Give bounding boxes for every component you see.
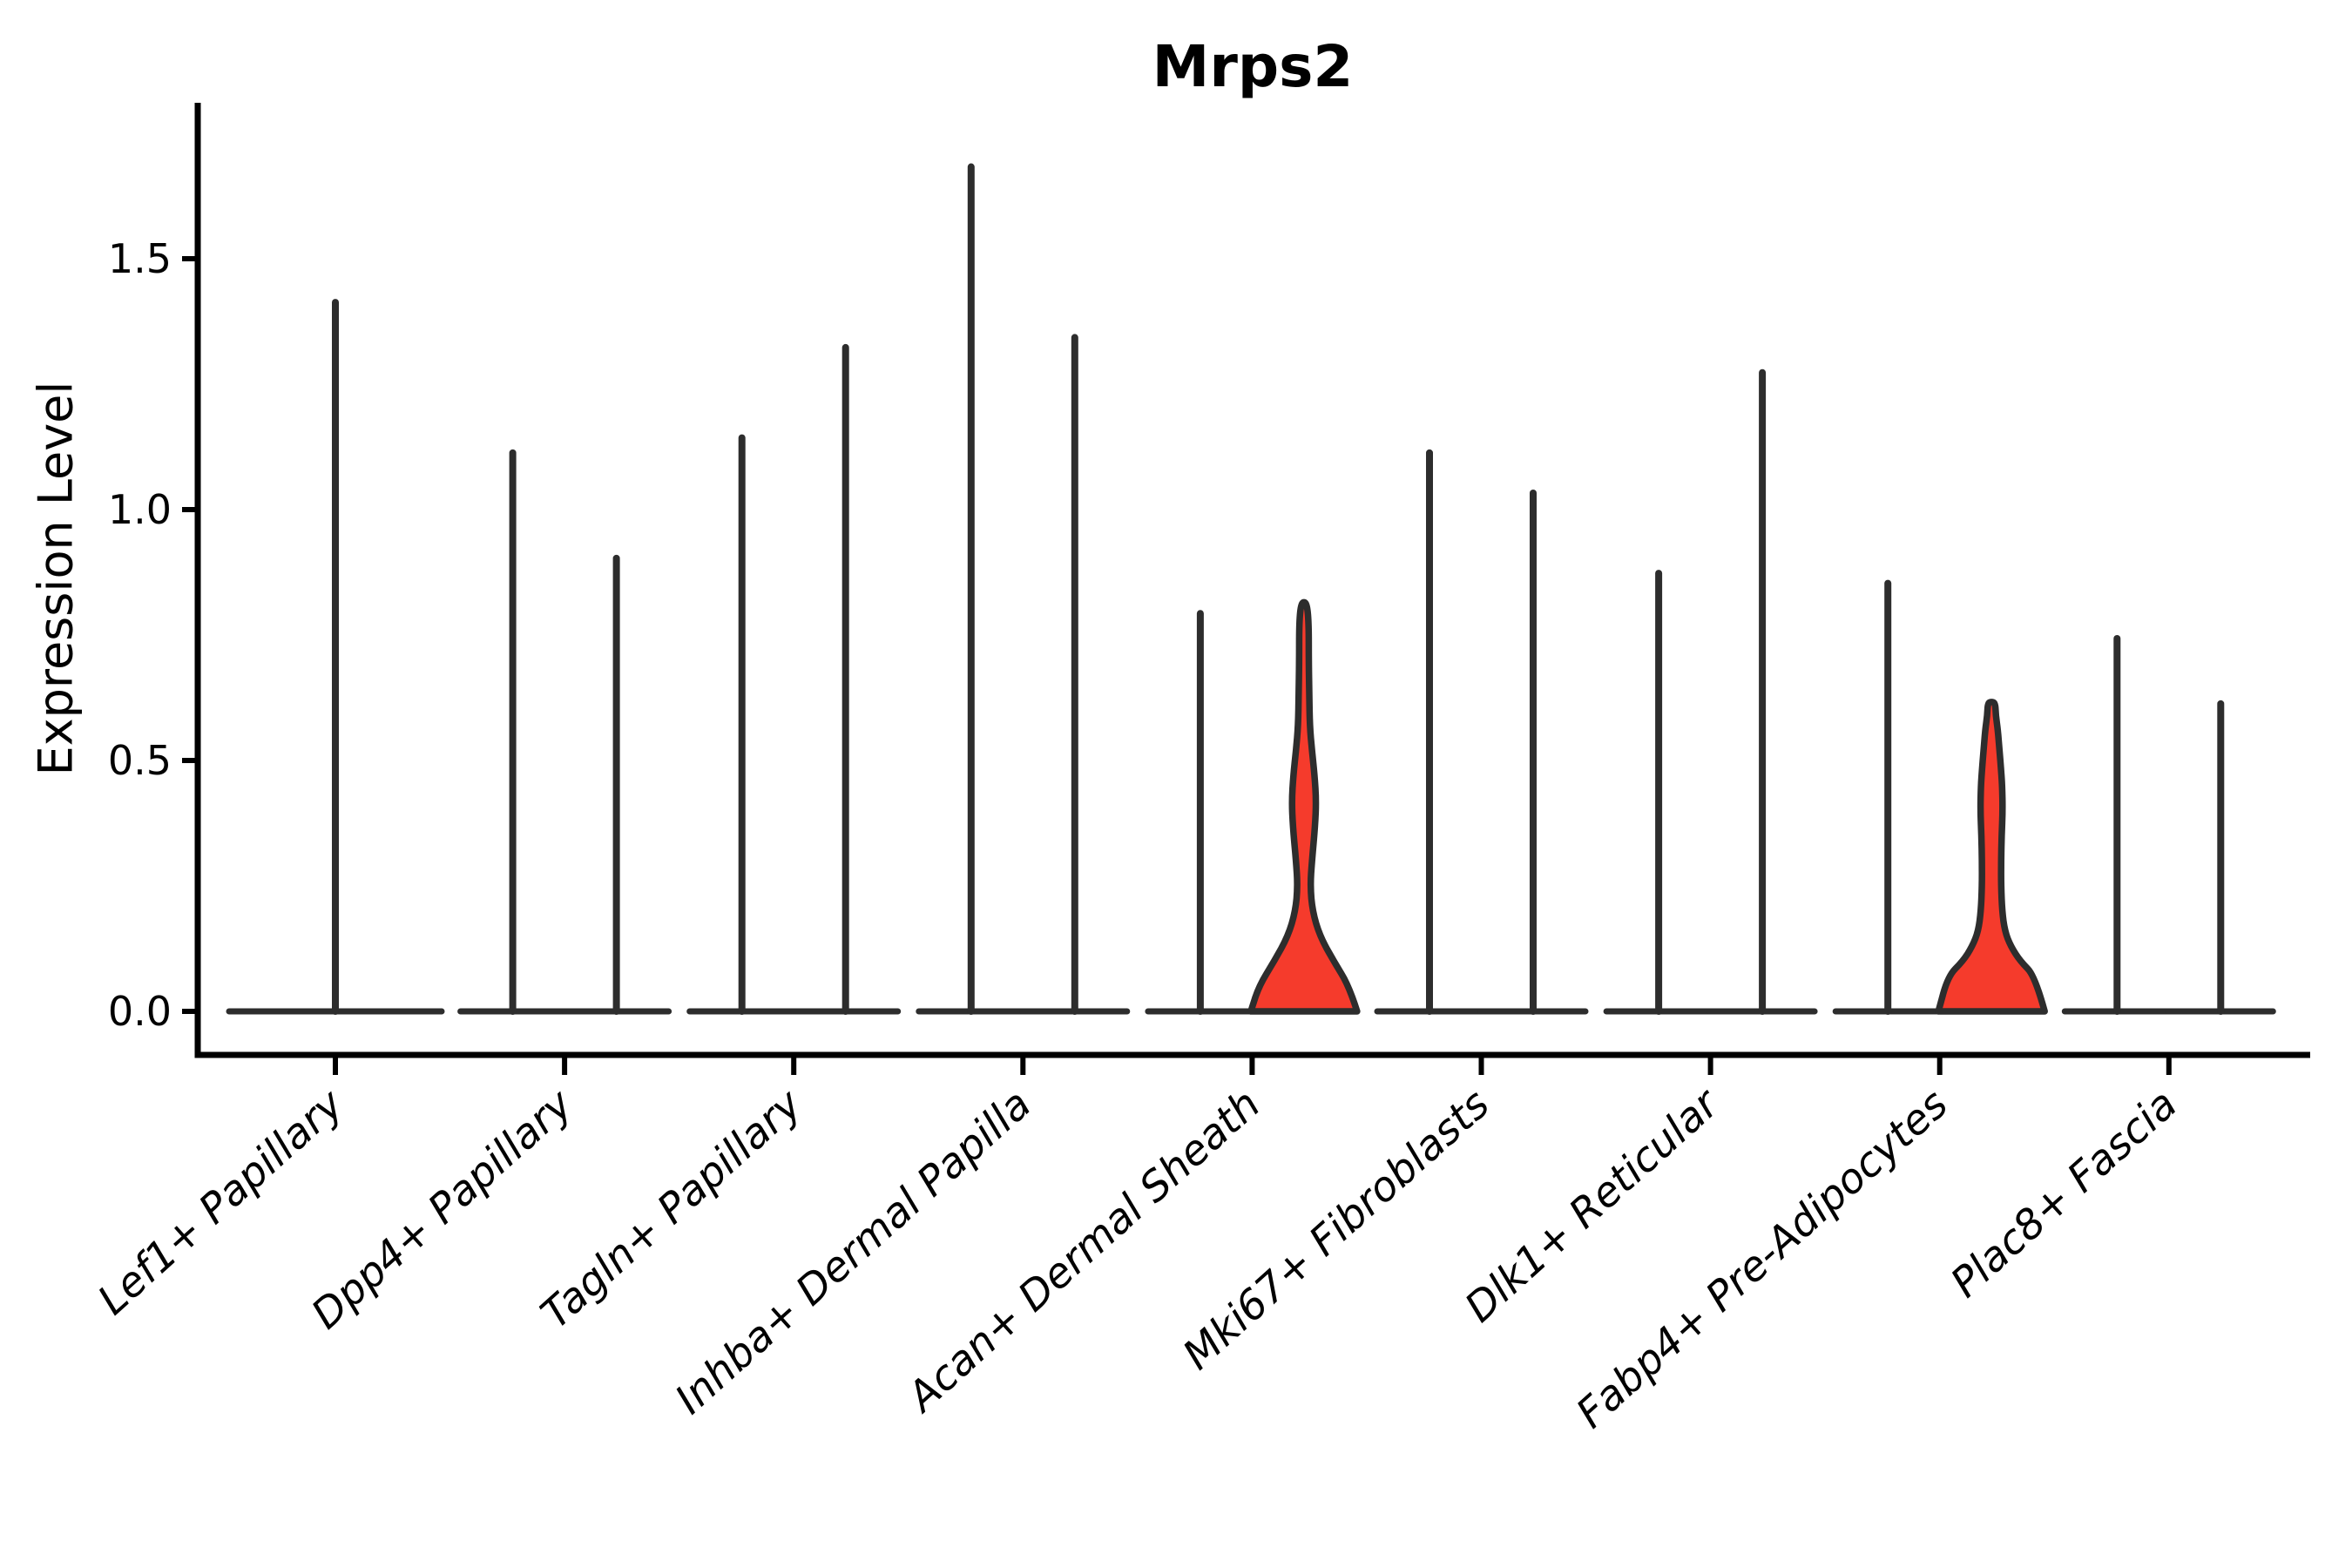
x-tick-label: Lef1+ Papillary (89, 1079, 354, 1324)
y-tick-label: 0.0 (108, 988, 172, 1035)
violin-highlighted (1247, 598, 1361, 1015)
y-tick-label: 0.5 (108, 737, 172, 784)
y-tick-label: 1.5 (108, 235, 172, 282)
chart-title: Mrps2 (1152, 33, 1354, 100)
y-tick-label: 1.0 (108, 486, 172, 533)
x-tick-label: Plac8+ Fascia (1942, 1080, 2186, 1308)
x-tick-label: Fabp4+ Pre-Adipocytes (1567, 1080, 1957, 1437)
violin-highlighted (1935, 699, 2048, 1015)
